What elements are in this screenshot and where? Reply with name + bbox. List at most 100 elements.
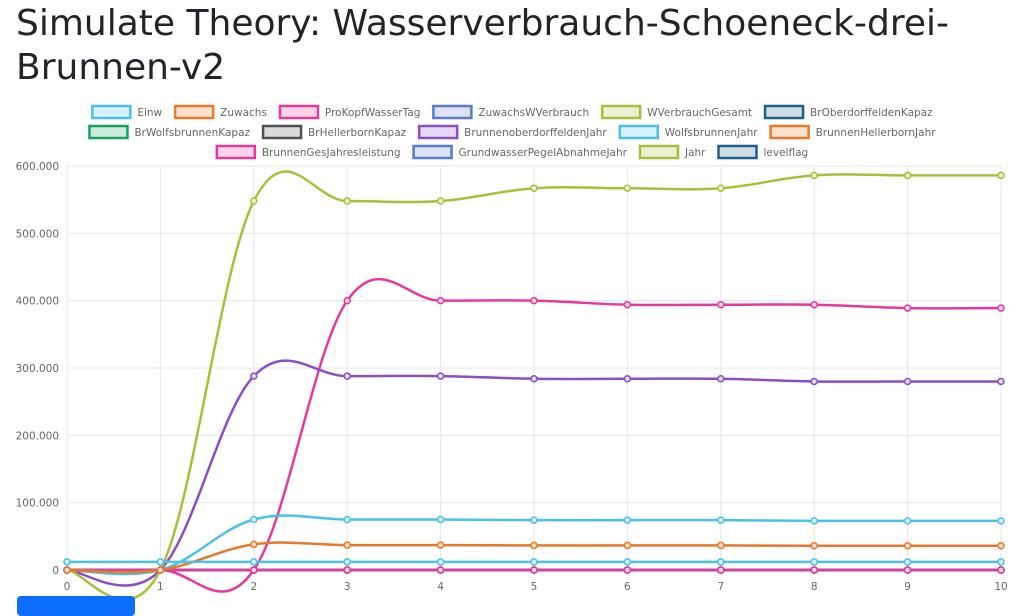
x-tick-label: 3 bbox=[344, 581, 351, 593]
data-point bbox=[156, 566, 165, 574]
data-point bbox=[623, 558, 632, 566]
legend-item-br-oberdorffelden-kapaz[interactable]: BrOberdorffeldenKapaz bbox=[763, 104, 933, 120]
data-point bbox=[530, 375, 538, 383]
series-einw bbox=[63, 558, 1005, 566]
x-tick-label: 10 bbox=[994, 581, 1007, 593]
y-tick-label: 600.000 bbox=[16, 161, 59, 173]
data-point bbox=[623, 184, 632, 192]
data-point bbox=[997, 542, 1005, 550]
data-point bbox=[717, 184, 725, 192]
legend-item-brunnen-ges-jahresleistung[interactable]: BrunnenGesJahresleistung bbox=[215, 144, 401, 160]
legend-swatch bbox=[88, 124, 129, 140]
data-point bbox=[343, 566, 351, 574]
legend-label: WolfsbrunnenJahr bbox=[665, 127, 759, 139]
data-point bbox=[623, 566, 632, 574]
legend-label: BrOberdorffeldenKapaz bbox=[810, 107, 933, 119]
data-point bbox=[997, 377, 1005, 386]
data-point bbox=[717, 516, 725, 524]
data-point bbox=[250, 197, 258, 205]
legend-swatch bbox=[769, 124, 810, 140]
series-line bbox=[67, 277, 1002, 593]
data-point bbox=[717, 541, 725, 550]
y-tick-label: 0 bbox=[52, 565, 59, 577]
legend-swatch bbox=[278, 104, 320, 120]
data-point bbox=[903, 566, 912, 574]
x-tick-label: 1 bbox=[157, 581, 164, 593]
data-point bbox=[530, 566, 538, 574]
legend-item-zuwachs-wverbrauch[interactable]: ZuwachsWVerbrauch bbox=[432, 104, 589, 120]
legend-item-br-hellerborn-kapaz[interactable]: BrHellerbornKapaz bbox=[261, 124, 407, 140]
data-point bbox=[436, 541, 445, 549]
legend-label: Jahr bbox=[684, 147, 706, 159]
data-point bbox=[810, 171, 818, 180]
page-title: Simulate Theory: Wasserverbrauch-Schoene… bbox=[16, 3, 949, 88]
data-point bbox=[250, 540, 258, 549]
action-button[interactable] bbox=[17, 596, 135, 616]
data-point bbox=[250, 372, 258, 380]
data-point bbox=[156, 558, 165, 566]
legend-item-zuwachs[interactable]: Zuwachs bbox=[173, 104, 267, 120]
legend-label: Einw bbox=[137, 107, 162, 119]
legend-swatch bbox=[261, 124, 303, 140]
legend-swatch bbox=[763, 104, 805, 120]
x-tick-label: 4 bbox=[437, 581, 444, 593]
data-point bbox=[436, 558, 445, 566]
data-point bbox=[436, 566, 445, 574]
line-chart: Einw Zuwachs ProKopfWasserTag ZuwachsWVerbr… bbox=[16, 104, 1008, 601]
legend-item-levelflag[interactable]: levelflag bbox=[717, 144, 808, 160]
legend-label: BrunnenoberdorffeldenJahr bbox=[464, 127, 607, 139]
x-tick-label: 9 bbox=[904, 581, 911, 593]
data-point bbox=[436, 296, 445, 305]
data-point bbox=[810, 558, 818, 566]
x-tick-label: 8 bbox=[811, 581, 818, 593]
data-point bbox=[63, 566, 71, 574]
legend-swatch bbox=[412, 144, 453, 160]
legend-label: BrunnenGesJahresleistung bbox=[262, 147, 401, 159]
legend-swatch bbox=[432, 104, 473, 120]
data-point bbox=[997, 304, 1005, 312]
data-point bbox=[530, 516, 538, 524]
data-point bbox=[343, 558, 351, 566]
y-tick-label: 300.000 bbox=[16, 363, 59, 375]
x-tick-label: 2 bbox=[250, 581, 257, 593]
legend-swatch bbox=[173, 104, 215, 120]
data-point bbox=[343, 197, 351, 205]
legend-item-pro-kopf-wasser-tag[interactable]: ProKopfWasserTag bbox=[278, 104, 420, 120]
data-point bbox=[530, 296, 538, 305]
data-point bbox=[623, 375, 632, 383]
data-point bbox=[436, 515, 445, 524]
legend-label: GrundwasserPegelAbnahmeJahr bbox=[459, 147, 628, 159]
y-tick-label: 500.000 bbox=[16, 228, 59, 240]
data-point bbox=[810, 566, 818, 574]
legend-item-einw[interactable]: Einw bbox=[91, 104, 163, 120]
data-point bbox=[623, 516, 632, 524]
data-point bbox=[810, 542, 818, 550]
legend-swatch bbox=[91, 104, 132, 120]
legend-item-wverbrauch-gesamt[interactable]: WVerbrauchGesamt bbox=[600, 104, 752, 120]
legend-item-jahr[interactable]: Jahr bbox=[638, 144, 706, 160]
legend-item-brunnenoberdorffelden-jahr[interactable]: BrunnenoberdorffeldenJahr bbox=[417, 124, 607, 140]
data-point bbox=[63, 558, 71, 566]
data-point bbox=[903, 517, 912, 525]
legend-swatch bbox=[417, 124, 459, 140]
data-point bbox=[903, 558, 912, 566]
chart-legend[interactable]: Einw Zuwachs ProKopfWasserTag ZuwachsWVerbr… bbox=[88, 104, 937, 160]
legend-label: Zuwachs bbox=[220, 107, 267, 119]
data-point bbox=[717, 300, 725, 309]
data-point bbox=[997, 566, 1005, 574]
data-point bbox=[997, 558, 1005, 566]
series-wverbrauch-gesamt bbox=[63, 170, 1005, 601]
data-point bbox=[717, 566, 725, 574]
legend-item-brunnen-hellerborn-jahr[interactable]: BrunnenHellerbornJahr bbox=[769, 124, 937, 140]
legend-item-wolfsbrunnen-jahr[interactable]: WolfsbrunnenJahr bbox=[618, 124, 759, 140]
legend-swatch bbox=[618, 124, 660, 140]
chart-grid bbox=[66, 165, 1002, 571]
x-tick-label: 0 bbox=[64, 581, 71, 593]
legend-label: WVerbrauchGesamt bbox=[647, 107, 752, 119]
legend-item-br-wolfsbrunnen-kapaz[interactable]: BrWolfsbrunnenKapaz bbox=[88, 124, 251, 140]
data-point bbox=[997, 171, 1005, 180]
legend-item-grundwasser-pegel-abnahme-jahr[interactable]: GrundwasserPegelAbnahmeJahr bbox=[412, 144, 628, 160]
data-point bbox=[623, 300, 632, 309]
data-point bbox=[903, 377, 912, 386]
data-point bbox=[717, 375, 725, 383]
